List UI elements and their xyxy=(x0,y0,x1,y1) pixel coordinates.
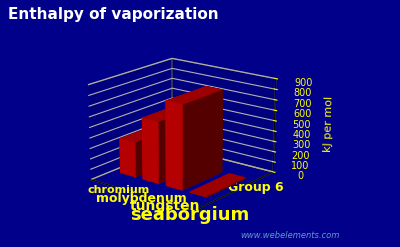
Text: www.webelements.com: www.webelements.com xyxy=(240,231,339,240)
Text: Enthalpy of vaporization: Enthalpy of vaporization xyxy=(8,7,219,22)
